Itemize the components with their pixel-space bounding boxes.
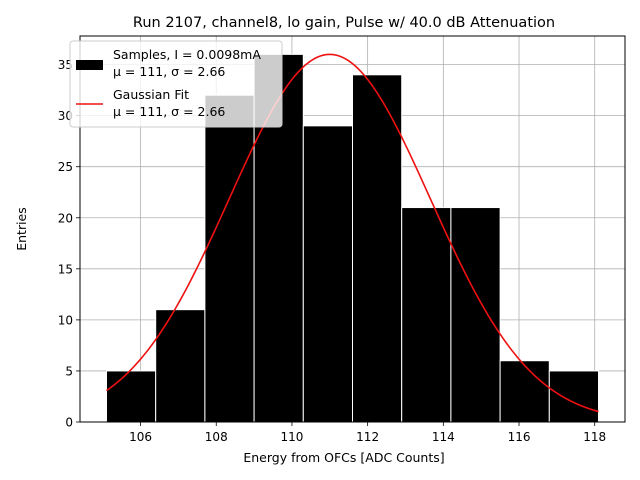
histogram-bar: [352, 74, 403, 423]
x-tick-label: 106: [129, 430, 152, 444]
x-tick-label: 116: [508, 430, 531, 444]
histogram-bar: [401, 207, 452, 423]
y-tick-label: 35: [58, 58, 73, 72]
histogram-bar: [499, 360, 550, 423]
histogram-bar: [105, 370, 157, 423]
legend-box: [69, 40, 283, 128]
y-tick-label: 0: [65, 416, 73, 430]
x-tick-label: 118: [583, 430, 606, 444]
histogram-bar: [204, 94, 255, 423]
legend-histogram-label: Samples, I = 0.0098mA: [113, 47, 261, 62]
legend-fit-stats: μ = 111, σ = 2.66: [113, 104, 225, 119]
y-tick-label: 10: [58, 313, 73, 327]
fit-layer: [106, 53, 599, 413]
x-tick-label: 110: [280, 430, 303, 444]
x-axis-label: Energy from OFCs [ADC Counts]: [243, 450, 444, 465]
legend-histogram-swatch: [76, 60, 103, 70]
y-tick-label: 25: [58, 160, 73, 174]
histogram-bar: [302, 125, 354, 423]
gaussian-fit-curve: [106, 53, 599, 413]
y-tick-label: 30: [58, 109, 73, 123]
histogram-bar: [155, 309, 206, 423]
x-axis-ticks: 106 108 110 112 114 116 118: [129, 422, 606, 444]
y-axis-ticks: 0 5 10 15 20 25 30 35: [58, 58, 80, 430]
x-tick-label: 112: [356, 430, 379, 444]
chart-title: Run 2107, channel8, lo gain, Pulse w/ 40…: [133, 15, 555, 31]
histogram-bar: [450, 207, 501, 423]
x-tick-label: 108: [205, 430, 228, 444]
y-axis-label: Entries: [14, 207, 29, 251]
y-tick-label: 15: [58, 262, 73, 276]
y-tick-label: 20: [58, 211, 73, 225]
histogram-bar: [548, 370, 600, 423]
legend-fit-label: Gaussian Fit: [113, 87, 189, 102]
x-tick-label: 114: [432, 430, 455, 444]
legend: Samples, I = 0.0098mA μ = 111, σ = 2.66 …: [69, 40, 283, 128]
y-tick-label: 5: [65, 364, 73, 378]
legend-histogram-stats: μ = 111, σ = 2.66: [113, 64, 225, 79]
plot-frame: [79, 35, 626, 423]
bars-layer: [105, 53, 600, 423]
